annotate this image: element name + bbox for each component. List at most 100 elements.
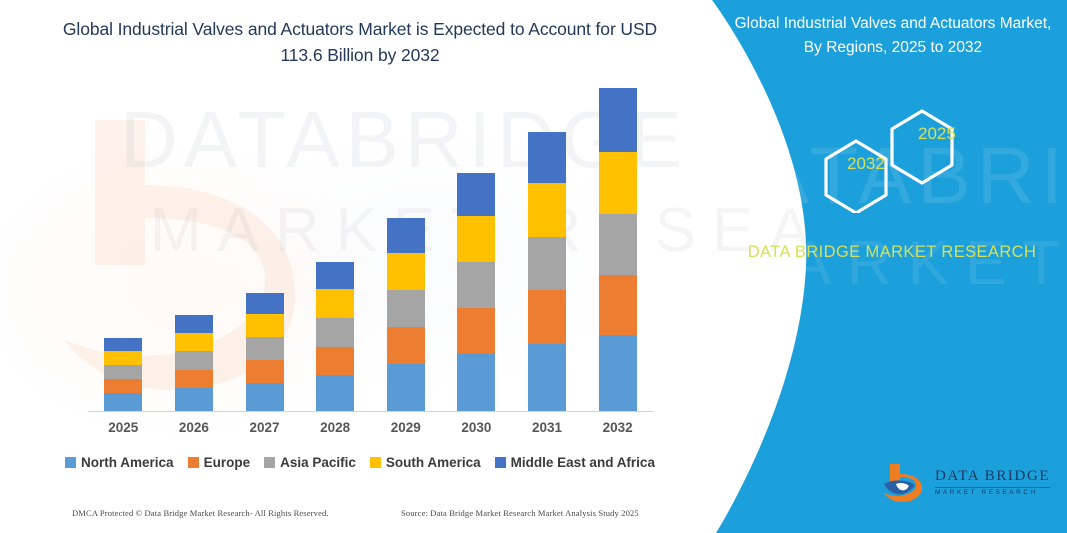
bar-segment[interactable] [386,217,425,253]
hexagon-end-year: 2032 [847,154,885,173]
x-axis-labels: 2025 2026 2027 2028 2029 2030 2031 2032 [88,420,653,435]
x-axis-label: 2025 [108,420,139,435]
legend-item[interactable]: South America [369,455,481,470]
brand-panel: DATABRIDGE MARKET RESEARCH Global Indust… [692,0,1067,533]
footer-copyright: DMCA Protected © Data Bridge Market Rese… [72,508,329,518]
logo-title: DATA BRIDGE [935,468,1051,485]
bar-segment[interactable] [528,182,567,237]
chart-legend: North America Europe Asia Pacific South Ame… [40,455,680,470]
stacked-bar[interactable] [174,315,213,411]
bar-segment[interactable] [174,387,213,411]
chart-title: Global Industrial Valves and Actuators M… [62,19,658,66]
bar-segment[interactable] [316,289,355,318]
bar-segment[interactable] [598,335,637,411]
legend-item[interactable]: Asia Pacific [264,455,356,470]
logo-subtitle: MARKET RESEARCH [935,489,1038,497]
bar-segment[interactable] [457,262,496,308]
bar-segment[interactable] [316,346,355,376]
legend-label: Asia Pacific [280,455,356,470]
bar-segment[interactable] [528,236,567,291]
hexagon-outlines-icon [824,109,954,215]
legend-label: South America [385,455,481,470]
stacked-bar[interactable] [316,262,355,411]
x-axis-label: 2032 [602,420,633,435]
panel-title: Global Industrial Valves and Actuators M… [734,15,1052,57]
stacked-bar[interactable] [528,132,567,411]
bar-segment[interactable] [174,369,213,388]
legend-item[interactable]: Europe [187,455,251,470]
logo-text-block: DATA BRIDGE MARKET RESEARCH [935,468,1051,497]
legend-swatch-icon [264,457,276,468]
bar-segment[interactable] [528,132,567,183]
bar-segment[interactable] [598,88,637,152]
bar-segment[interactable] [104,379,143,394]
bar-group [159,70,230,411]
company-logo: DATA BRIDGE MARKET RESEARCH [882,462,1051,504]
bar-segment[interactable] [598,274,637,336]
bar-segment[interactable] [528,290,567,344]
x-axis-label: 2029 [390,420,421,435]
bar-segment[interactable] [598,214,637,275]
bar-segment[interactable] [316,262,355,290]
legend-swatch-icon [369,457,381,468]
bar-group [441,70,512,411]
hexagon-start-year: 2025 [918,124,956,143]
bar-segment[interactable] [386,289,425,328]
hexagon-2025-icon [890,109,954,185]
bar-group [229,70,300,411]
bar-segment[interactable] [457,353,496,411]
bar-segment[interactable] [386,364,425,411]
stacked-bar[interactable] [598,88,637,411]
stacked-bar[interactable] [104,337,143,411]
year-hexagons: 2025 2032 [812,93,1012,215]
footer-source: Source: Data Bridge Market Research Mark… [401,508,639,518]
bar-group [582,70,653,411]
bar-segment[interactable] [528,343,567,411]
bar-segment[interactable] [386,327,425,365]
bar-segment[interactable] [104,364,143,380]
bar-segment[interactable] [104,393,143,411]
legend-swatch-icon [187,457,199,468]
bar-segment[interactable] [598,151,637,215]
x-axis-label: 2028 [320,420,351,435]
bar-segment[interactable] [245,337,284,360]
bar-segment[interactable] [457,173,496,217]
legend-swatch-icon [65,457,77,468]
legend-label: Middle East and Africa [510,455,655,470]
legend-label: Europe [203,455,251,470]
bar-segment[interactable] [104,337,143,351]
bar-segment[interactable] [245,293,284,315]
bar-segment[interactable] [457,216,496,263]
bar-segment[interactable] [316,317,355,347]
bar-segment[interactable] [457,307,496,354]
stacked-bar[interactable] [245,293,284,411]
bar-segment[interactable] [174,351,213,370]
bar-segment[interactable] [386,252,425,290]
bar-segment[interactable] [245,314,284,338]
plot-area [88,70,653,412]
x-axis-label: 2026 [178,420,209,435]
legend-label: North America [81,455,174,470]
legend-item[interactable]: North America [65,455,174,470]
x-axis-label: 2031 [532,420,563,435]
chart-panel: DATABRIDGE MARKET RESEARCH Global Indust… [0,19,993,518]
legend-item[interactable]: Middle East and Africa [494,455,655,470]
brand-name: DATA BRIDGE MARKET RESEARCH [747,243,1037,261]
logo-divider [935,486,1051,488]
stacked-bar[interactable] [386,217,425,411]
bar-segment[interactable] [174,315,213,333]
data-bridge-logo-icon [884,464,922,502]
bars-container [88,70,653,411]
x-axis-line [88,411,653,412]
bar-segment[interactable] [316,375,355,411]
bar-segment[interactable] [104,350,143,365]
x-axis-label: 2030 [461,420,492,435]
bar-group [300,70,371,411]
bar-segment[interactable] [245,359,284,383]
bar-segment[interactable] [245,382,284,411]
stacked-bar[interactable] [457,173,496,411]
bar-group [371,70,442,411]
bar-segment[interactable] [174,332,213,352]
hexagon-2032-icon [824,139,888,215]
